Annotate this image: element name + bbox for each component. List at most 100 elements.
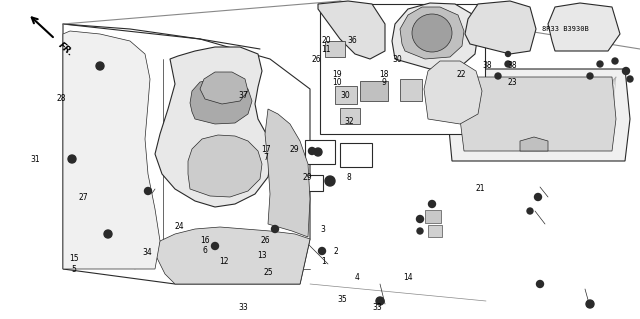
Circle shape — [68, 155, 76, 163]
Text: 17: 17 — [260, 145, 271, 154]
Text: 10: 10 — [332, 78, 342, 87]
Circle shape — [506, 51, 511, 56]
Text: 31: 31 — [30, 155, 40, 164]
Polygon shape — [392, 3, 478, 69]
Circle shape — [505, 61, 511, 67]
Circle shape — [319, 248, 326, 255]
Polygon shape — [465, 1, 536, 54]
Circle shape — [495, 73, 501, 79]
Polygon shape — [400, 7, 464, 59]
Circle shape — [429, 201, 435, 207]
Polygon shape — [63, 24, 310, 284]
Circle shape — [627, 76, 633, 82]
Text: 37: 37 — [238, 91, 248, 100]
Text: 8: 8 — [346, 173, 351, 182]
Text: 35: 35 — [337, 295, 348, 304]
Bar — [400, 79, 422, 101]
Circle shape — [527, 208, 533, 214]
Text: 4: 4 — [355, 273, 360, 282]
Text: 3: 3 — [321, 225, 326, 234]
Polygon shape — [448, 69, 630, 161]
Circle shape — [417, 228, 423, 234]
Text: 26: 26 — [312, 55, 322, 63]
Text: 18: 18 — [380, 70, 388, 78]
Bar — [325, 41, 345, 57]
Text: FR.: FR. — [57, 41, 76, 58]
Text: 34: 34 — [142, 248, 152, 256]
Text: 7: 7 — [263, 153, 268, 162]
Polygon shape — [190, 79, 252, 124]
Text: 29: 29 — [302, 173, 312, 182]
Text: 6: 6 — [202, 246, 207, 255]
Text: 28: 28 — [56, 94, 65, 103]
Text: 21: 21 — [476, 184, 484, 193]
Circle shape — [597, 61, 603, 67]
Text: 11: 11 — [322, 45, 331, 54]
Bar — [340, 108, 360, 124]
Polygon shape — [548, 3, 620, 51]
Text: 20: 20 — [321, 36, 332, 45]
Bar — [425, 210, 441, 223]
Polygon shape — [460, 77, 616, 151]
Bar — [305, 140, 335, 164]
Bar — [360, 81, 388, 101]
Text: 32: 32 — [344, 117, 354, 126]
Polygon shape — [265, 109, 310, 237]
Text: 27: 27 — [78, 193, 88, 202]
Circle shape — [211, 242, 218, 249]
Polygon shape — [520, 137, 548, 151]
Text: 2: 2 — [333, 247, 339, 256]
Circle shape — [623, 68, 630, 75]
Text: 9: 9 — [381, 78, 387, 87]
Circle shape — [612, 58, 618, 64]
Bar — [320, 4, 485, 134]
Text: 8R33 B3930B: 8R33 B3930B — [541, 26, 588, 32]
Circle shape — [314, 148, 322, 156]
Text: 22: 22 — [456, 70, 465, 78]
Text: 19: 19 — [332, 70, 342, 78]
Text: 1: 1 — [321, 257, 326, 266]
Circle shape — [536, 280, 543, 287]
Text: 23: 23 — [507, 78, 517, 87]
Text: 29: 29 — [289, 145, 300, 154]
Text: 30: 30 — [340, 91, 351, 100]
Polygon shape — [63, 31, 160, 269]
Polygon shape — [424, 61, 482, 124]
Text: 15: 15 — [68, 254, 79, 263]
Text: 25: 25 — [264, 268, 274, 277]
Text: 33: 33 — [372, 303, 383, 312]
Text: 13: 13 — [257, 251, 268, 260]
Circle shape — [586, 300, 594, 308]
Bar — [335, 86, 357, 104]
Circle shape — [145, 188, 152, 195]
Circle shape — [325, 176, 335, 186]
Circle shape — [308, 147, 316, 154]
Circle shape — [534, 194, 541, 201]
Text: 26: 26 — [260, 236, 271, 245]
Text: 36: 36 — [347, 36, 357, 45]
Polygon shape — [155, 227, 310, 284]
Polygon shape — [318, 1, 385, 59]
Bar — [428, 225, 442, 237]
Bar — [295, 175, 323, 191]
Text: 12: 12 — [220, 257, 228, 266]
Text: 38: 38 — [483, 61, 493, 70]
Text: 38: 38 — [507, 61, 517, 70]
Ellipse shape — [412, 14, 452, 52]
Circle shape — [104, 230, 112, 238]
Text: 30: 30 — [392, 55, 402, 63]
Text: 5: 5 — [71, 265, 76, 274]
Circle shape — [271, 226, 278, 233]
Text: 24: 24 — [174, 222, 184, 231]
Text: 16: 16 — [200, 236, 210, 245]
Circle shape — [417, 216, 424, 222]
Text: 14: 14 — [403, 273, 413, 282]
Circle shape — [96, 62, 104, 70]
Polygon shape — [188, 135, 262, 197]
Text: 33: 33 — [238, 303, 248, 312]
Circle shape — [376, 297, 384, 305]
Polygon shape — [155, 47, 272, 207]
Bar — [340, 143, 372, 167]
Polygon shape — [200, 72, 248, 104]
Circle shape — [587, 73, 593, 79]
